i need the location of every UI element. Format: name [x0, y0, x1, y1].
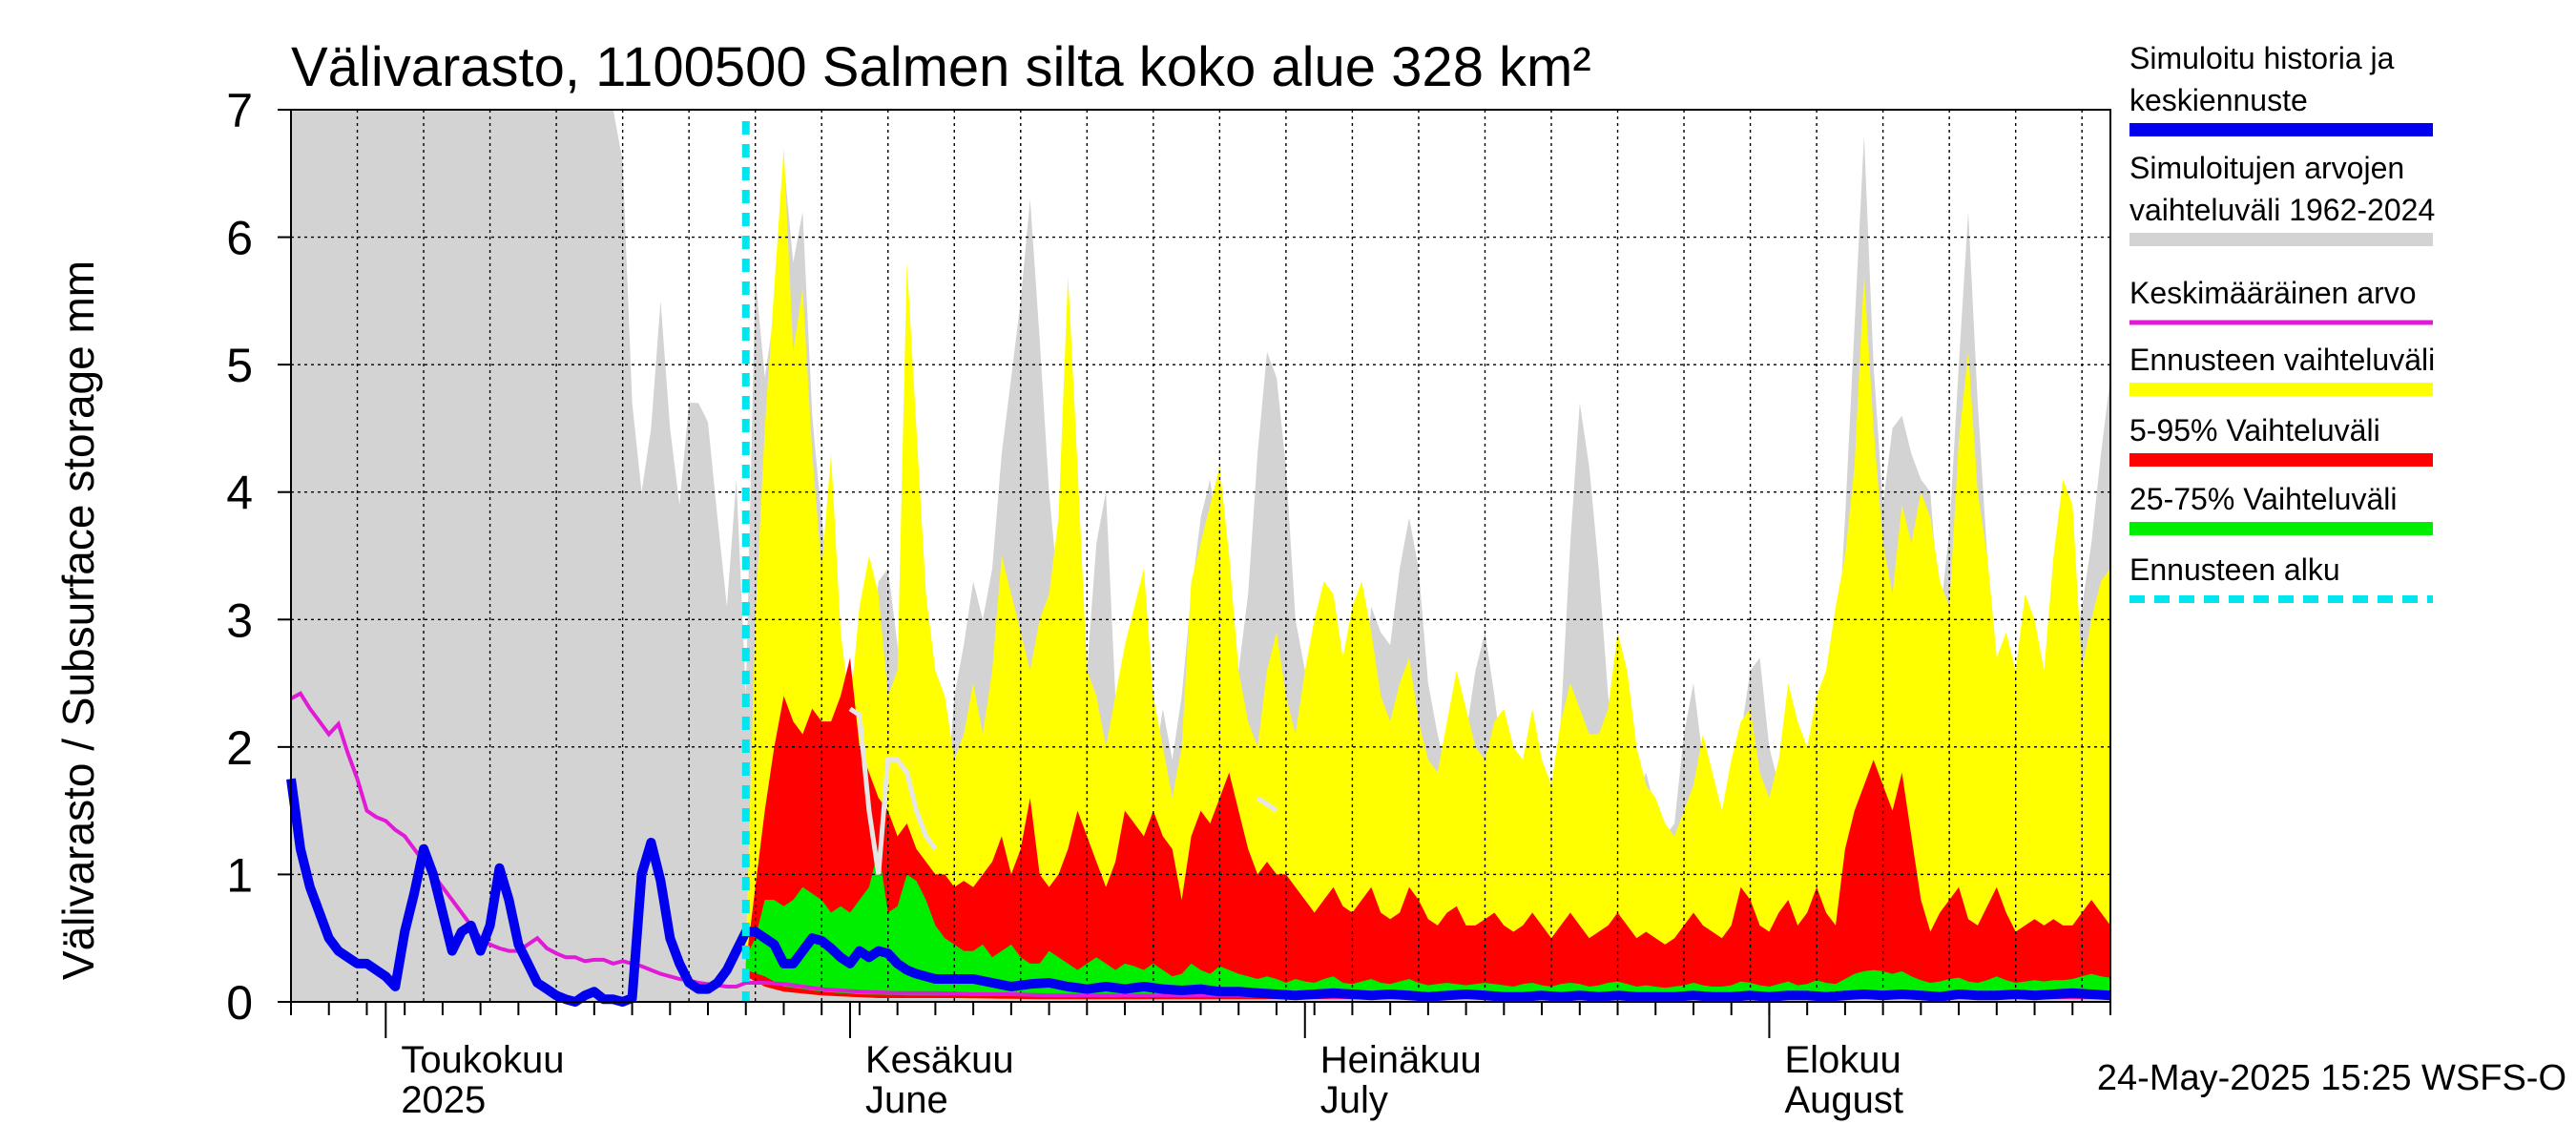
footer-timestamp: 24-May-2025 15:25 WSFS-O: [2097, 1058, 2566, 1098]
legend-label: Ennusteen alku: [2129, 552, 2340, 587]
legend-label: 5-95% Vaihteluväli: [2129, 413, 2380, 448]
y-tick-label: 2: [226, 721, 253, 775]
simulated-history-line: [286, 778, 2111, 1007]
historical-year-trace: [1256, 796, 1278, 813]
legend-label: 25-75% Vaihteluväli: [2129, 482, 2397, 516]
y-tick-label: 7: [226, 84, 253, 137]
y-tick-label: 3: [226, 593, 253, 647]
x-month-label: Elokuu: [1784, 1039, 1901, 1081]
x-month-label: Toukokuu: [401, 1039, 564, 1081]
legend-label: vaihteluväli 1962-2024: [2129, 193, 2435, 227]
legend-label: Keskimääräinen arvo: [2129, 276, 2417, 310]
y-tick-label: 6: [226, 212, 253, 265]
y-tick-label: 5: [226, 339, 253, 392]
grid: [291, 110, 2110, 1002]
x-year-label: June: [865, 1079, 948, 1121]
y-tick-label: 4: [226, 467, 253, 520]
x-year-label: 2025: [401, 1079, 486, 1121]
percentile-25-75-band: [745, 848, 2110, 998]
x-year-label: August: [1784, 1079, 1903, 1121]
legend-label: Simuloitujen arvojen: [2129, 151, 2404, 185]
y-tick-label: 0: [226, 976, 253, 1030]
axes: [278, 109, 2111, 1038]
x-month-label: Heinäkuu: [1320, 1039, 1482, 1081]
legend-label: Ennusteen vaihteluväli: [2129, 343, 2435, 377]
legend-label: Simuloitu historia ja: [2129, 41, 2395, 75]
x-year-label: July: [1320, 1079, 1388, 1121]
y-tick-labels: 0 1 2 3 4 5 6 7: [226, 84, 253, 1030]
historical-year-trace: [848, 706, 938, 875]
y-tick-label: 1: [226, 848, 253, 902]
x-month-label: Kesäkuu: [865, 1039, 1014, 1081]
chart-title: Välivarasto, 1100500 Salmen silta koko a…: [291, 36, 1591, 98]
line-layers: [286, 121, 2111, 1007]
y-axis-label: Välivarasto / Subsurface storage mm: [53, 260, 103, 980]
legend: Simuloitu historia ja keskiennuste Simuloi…: [2129, 41, 2435, 603]
legend-label: keskiennuste: [2129, 83, 2308, 117]
mean-line: [290, 691, 2110, 999]
